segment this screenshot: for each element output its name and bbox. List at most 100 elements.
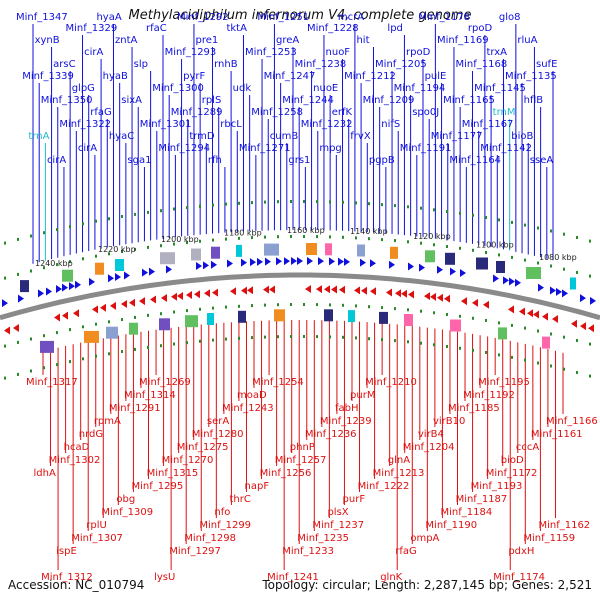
gene-label: sseA xyxy=(530,155,554,166)
tick-mark xyxy=(121,350,123,353)
tick-mark xyxy=(30,369,32,373)
tick-mark xyxy=(355,236,357,240)
tick-mark xyxy=(69,225,71,229)
tick-mark xyxy=(472,248,474,252)
tick-mark xyxy=(329,235,331,239)
gene-label: Minf_1145 xyxy=(474,83,526,94)
gene-label: lysU xyxy=(154,572,175,583)
gene-label: mcrA xyxy=(338,12,364,23)
forward-gene xyxy=(437,265,443,274)
reverse-gene xyxy=(121,300,127,309)
gene-label: nfo xyxy=(214,507,230,518)
topology-label: Topology: circular; Length: 2,287,145 bp… xyxy=(262,578,592,592)
tick-mark xyxy=(121,215,123,218)
map-title: Methylacidiphilum infernorum V4, complet… xyxy=(128,8,472,23)
tick-mark xyxy=(95,219,97,223)
gene-label: Minf_1243 xyxy=(222,403,274,414)
forward-gene xyxy=(360,258,366,267)
tick-mark xyxy=(303,235,305,238)
gene-label: Minf_1302 xyxy=(49,455,101,466)
forward-gene xyxy=(196,262,202,271)
tick-mark xyxy=(524,326,526,330)
forward-gene xyxy=(241,258,247,267)
tick-mark xyxy=(160,244,162,248)
tick-mark xyxy=(277,200,279,204)
gene-label: hyaC xyxy=(109,131,134,142)
reverse-gene xyxy=(408,290,414,299)
gene-label: sga1 xyxy=(127,155,151,166)
gene-label: thrC xyxy=(229,494,250,505)
feature-box xyxy=(357,244,365,257)
tick-mark xyxy=(368,202,370,206)
gene-label: Minf_1269 xyxy=(139,377,191,388)
tick-mark xyxy=(342,200,344,204)
forward-gene xyxy=(227,259,233,268)
gene-label: Minf_1309 xyxy=(101,507,153,518)
gene-label: cumB xyxy=(270,131,299,142)
gene-label: Minf_1295 xyxy=(132,481,184,492)
tick-mark xyxy=(56,363,58,367)
gene-label: Minf_1322 xyxy=(59,119,111,130)
tick-mark xyxy=(511,355,513,359)
feature-box xyxy=(450,319,461,332)
gene-label: Minf_1299 xyxy=(199,520,251,531)
tick-mark xyxy=(316,335,318,339)
tick-mark xyxy=(212,306,214,310)
gene-label: virB4 xyxy=(418,429,444,440)
tick-mark xyxy=(459,346,461,350)
gene-label: glnK xyxy=(380,572,402,583)
tick-mark xyxy=(212,338,214,342)
gene-label: pyrF xyxy=(183,71,205,82)
tick-mark xyxy=(225,202,227,206)
gene-label: Minf_1275 xyxy=(177,442,229,453)
tick-mark xyxy=(316,235,318,239)
tick-mark xyxy=(472,316,474,320)
tick-mark xyxy=(290,200,292,203)
gene-label: Minf_1167 xyxy=(462,119,514,130)
accession-label: Accession: NC_010794 xyxy=(8,578,145,592)
feature-box xyxy=(106,326,118,339)
scale-label: 1240 kbp xyxy=(35,259,73,268)
forward-gene xyxy=(580,294,586,303)
tick-mark xyxy=(199,307,201,311)
tick-mark xyxy=(524,223,526,227)
tick-mark xyxy=(134,315,136,319)
tick-mark xyxy=(381,306,383,310)
tick-mark xyxy=(407,308,409,312)
tick-mark xyxy=(407,205,409,209)
tick-mark xyxy=(485,351,487,354)
forward-gene xyxy=(370,259,376,268)
tick-mark xyxy=(394,339,396,343)
forward-gene xyxy=(493,274,499,283)
gene-label: bioB xyxy=(511,131,533,142)
gene-label: Minf_1191 xyxy=(400,143,452,154)
tick-mark xyxy=(56,263,58,267)
tick-mark xyxy=(459,246,461,250)
feature-box xyxy=(159,318,170,331)
tick-mark xyxy=(563,267,565,271)
tick-mark xyxy=(329,303,331,307)
gene-label: rplS xyxy=(202,95,222,106)
tick-mark xyxy=(381,338,383,342)
tick-mark xyxy=(238,304,240,308)
feature-box xyxy=(570,277,576,290)
feature-box xyxy=(498,327,507,340)
tick-mark xyxy=(342,235,344,239)
gene-label: Minf_1301 xyxy=(140,119,192,130)
tick-mark xyxy=(82,222,84,226)
gene-label: rnhB xyxy=(214,59,238,70)
gene-label: lpd xyxy=(387,23,402,34)
gene-label: tktA xyxy=(226,23,247,34)
gene-label: rfaG xyxy=(90,107,112,118)
gene-label: Minf_1184 xyxy=(440,507,492,518)
reverse-gene xyxy=(110,301,116,310)
tick-mark xyxy=(394,307,396,311)
feature-box xyxy=(129,322,138,335)
gene-label: Minf_1192 xyxy=(463,390,515,401)
tick-mark xyxy=(95,254,97,258)
forward-gene xyxy=(108,274,114,283)
gene-label: Minf_1213 xyxy=(373,468,425,479)
tick-mark xyxy=(342,335,344,339)
gene-label: pgpB xyxy=(369,155,395,166)
tick-mark xyxy=(251,304,253,308)
